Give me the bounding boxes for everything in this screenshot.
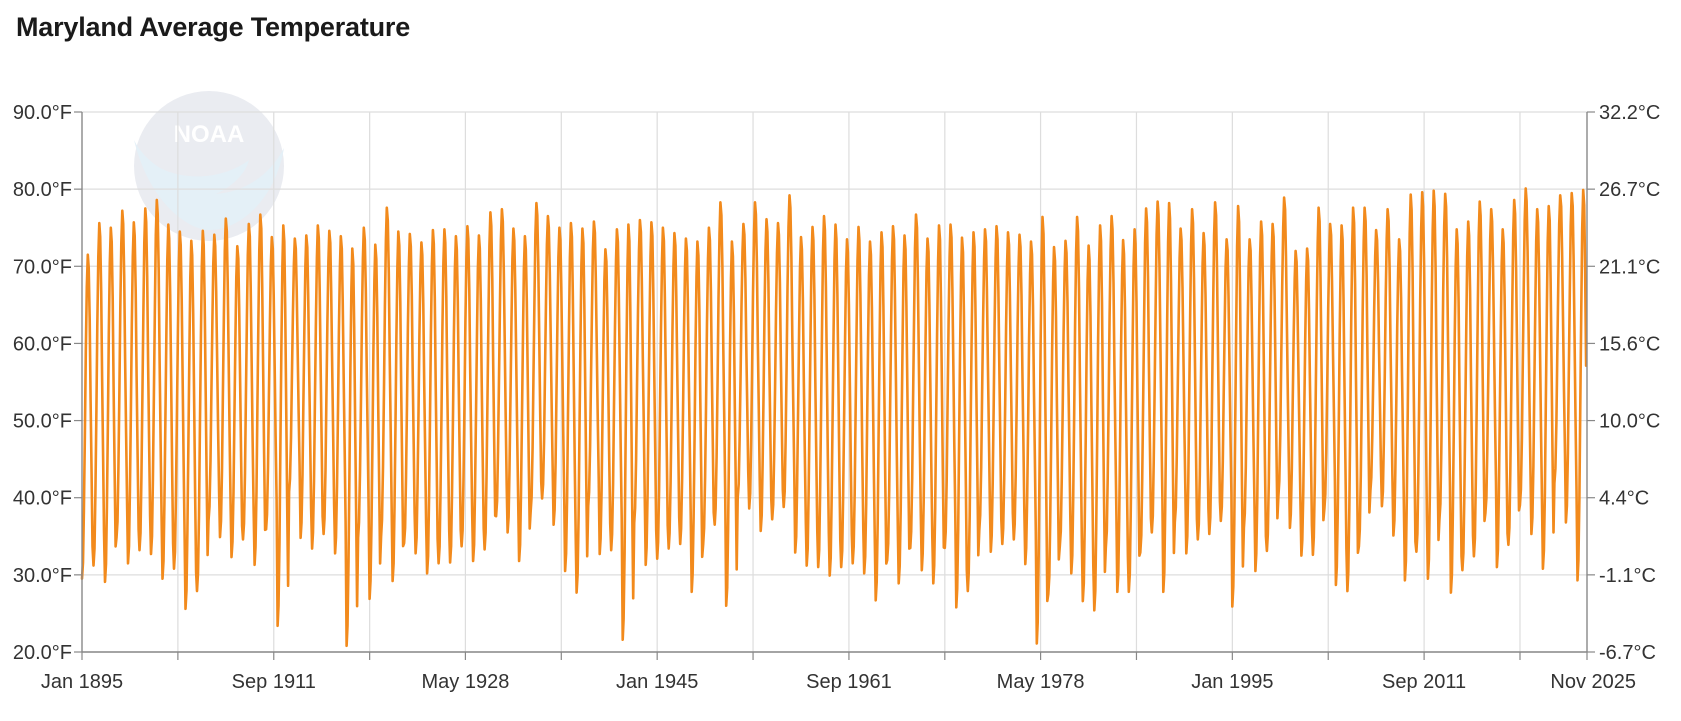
x-tick-label: May 1928 [421, 671, 509, 693]
y-left-tick-label: 70.0°F [13, 256, 72, 278]
y-left-tick-label: 90.0°F [13, 102, 72, 124]
x-tick-label: Sep 1961 [806, 671, 892, 693]
y-right-tick-label: 4.4°C [1599, 488, 1649, 510]
y-right-tick-label: -6.7°C [1599, 642, 1656, 664]
y-right-tick-label: 10.0°C [1599, 411, 1660, 433]
y-right-tick-label: 26.7°C [1599, 179, 1660, 201]
y-right-tick-label: 15.6°C [1599, 333, 1660, 355]
x-tick-label: Jan 1895 [41, 671, 123, 693]
y-right-tick-label: 21.1°C [1599, 256, 1660, 278]
x-tick-label: Nov 2025 [1550, 671, 1636, 693]
y-left-tick-label: 60.0°F [13, 333, 72, 355]
x-tick-label: Jan 1995 [1191, 671, 1273, 693]
y-left-tick-label: 30.0°F [13, 565, 72, 587]
axes: 20.0°F -6.7°C 30.0°F -1.1°C 40.0°F 4.4°C 50.0°… [13, 102, 1661, 693]
x-tick-label: Jan 1945 [616, 671, 698, 693]
y-left-tick-label: 50.0°F [13, 411, 72, 433]
chart-title: Maryland Average Temperature [16, 12, 411, 42]
y-left-tick-label: 80.0°F [13, 179, 72, 201]
x-tick-label: May 1978 [997, 671, 1085, 693]
noaa-logo-wave [134, 140, 284, 230]
x-tick-label: Sep 1911 [232, 671, 316, 693]
x-tick-label: Sep 2011 [1382, 671, 1466, 693]
noaa-logo: NOAA [134, 91, 284, 241]
y-right-tick-label: 32.2°C [1599, 102, 1660, 124]
noaa-logo-text: NOAA [174, 121, 245, 148]
series-layer [80, 187, 1588, 648]
y-left-tick-label: 20.0°F [13, 642, 72, 664]
temperature-series-line [80, 187, 1588, 648]
y-right-tick-label: -1.1°C [1599, 565, 1656, 587]
y-left-tick-label: 40.0°F [13, 488, 72, 510]
